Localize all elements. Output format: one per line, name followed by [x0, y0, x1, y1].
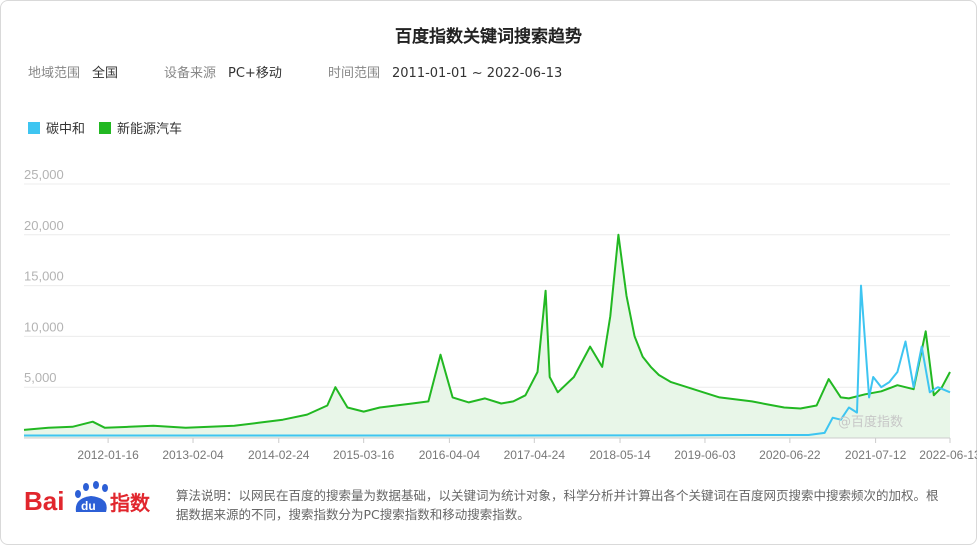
y-tick-label: 25,000 [24, 167, 64, 182]
legend-item-new-energy-vehicle[interactable]: 新能源汽车 [99, 118, 182, 137]
y-tick-label: 15,000 [24, 269, 64, 284]
baidu-index-logo: Bai du 指数 [24, 481, 151, 516]
logo-bai: Bai [24, 486, 64, 516]
series-area [24, 234, 950, 438]
logo-index: 指数 [110, 491, 151, 515]
x-tick-label: 2019-06-03 [674, 448, 736, 462]
legend-label: 新能源汽车 [117, 122, 183, 137]
chart-title: 百度指数关键词搜索趋势 [395, 27, 582, 47]
series-line [24, 284, 951, 437]
region-filter: 地域范围 全国 [28, 62, 118, 81]
legend-swatch [99, 121, 112, 134]
x-tick-label: 2013-02-04 [162, 448, 224, 462]
series-layer [23, 233, 951, 438]
time-label: 时间范围 [328, 66, 381, 81]
y-tick-label: 5,000 [24, 370, 57, 385]
chart-legend: 碳中和 新能源汽车 [28, 118, 196, 137]
device-label: 设备来源 [164, 66, 217, 81]
time-value: 2011-01-01 ~ 2022-06-13 [392, 66, 563, 81]
legend-swatch [28, 121, 40, 134]
y-tick-label: 20,000 [24, 218, 64, 233]
legend-item-carbon-neutral[interactable]: 碳中和 [28, 118, 85, 137]
x-tick-label: 2012-01-16 [77, 448, 139, 462]
device-value: PC+移动 [228, 66, 282, 81]
x-tick-label: 2021-07-12 [845, 448, 907, 462]
algorithm-note: 算法说明：以网民在百度的搜索量为数据基础，以关键词为统计对象，科学分析并计算出各… [176, 488, 939, 522]
series-line [23, 233, 951, 431]
x-tick-label: 2017-04-24 [504, 448, 566, 462]
x-tick-label: 2015-03-16 [333, 448, 395, 462]
x-tick-label: 2018-05-14 [589, 448, 651, 462]
region-value: 全国 [92, 66, 119, 81]
legend-label: 碳中和 [46, 122, 86, 137]
device-filter: 设备来源 PC+移动 [164, 62, 282, 81]
y-axis: 5,000 10,000 15,000 20,000 25,000 [24, 167, 64, 385]
region-label: 地域范围 [28, 66, 81, 81]
time-filter: 时间范围 2011-01-01 ~ 2022-06-13 [328, 62, 562, 81]
x-tick-label: 2022-06-13 [919, 448, 977, 462]
y-tick-label: 10,000 [24, 319, 64, 334]
x-tick-label: 2014-02-24 [248, 448, 310, 462]
x-tick-label: 2020-06-22 [759, 448, 821, 462]
x-tick-label: 2016-04-04 [419, 448, 481, 462]
line-chart: 5,000 10,000 15,000 20,000 25,000 2012-01-16… [23, 167, 977, 462]
gridlines [24, 183, 950, 388]
paw-icon: du [75, 481, 108, 513]
watermark: @百度指数 [838, 415, 904, 430]
logo-du: du [81, 499, 96, 513]
x-axis: 2012-01-16 2013-02-04 2014-02-24 2015-03-16… [24, 437, 977, 462]
